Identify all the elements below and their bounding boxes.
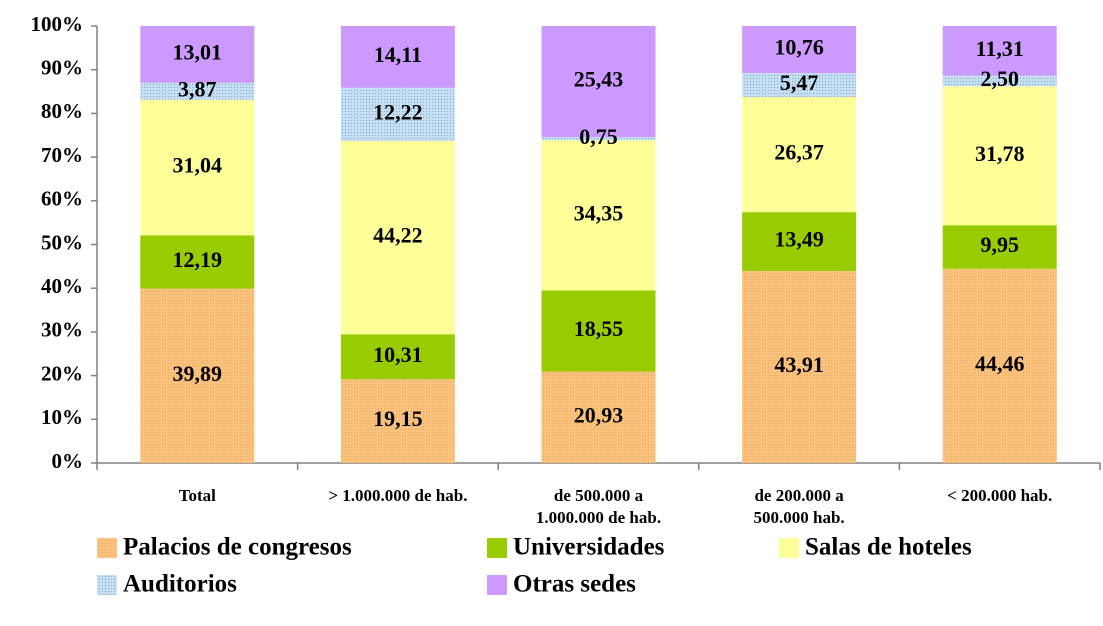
data-label: 44,46 [975, 351, 1025, 376]
y-tick-label: 10% [41, 405, 83, 429]
legend-label: Auditorios [123, 571, 237, 598]
data-label: 0,75 [579, 124, 618, 149]
y-tick-label: 20% [41, 361, 83, 385]
y-tick-label: 80% [41, 99, 83, 123]
bar-segment [942, 26, 1057, 76]
data-label: 12,19 [173, 247, 223, 272]
data-label: 39,89 [173, 361, 223, 386]
y-tick-label: 0% [52, 449, 84, 473]
y-tick-label: 70% [41, 143, 83, 167]
bar-segment [541, 137, 656, 141]
data-label: 2,50 [980, 66, 1019, 91]
bar-segment [942, 268, 1057, 463]
x-tick-label: de 500.000 a 1.000.000 de hab. [536, 486, 661, 527]
bar-segment [140, 26, 255, 83]
bar-segment [742, 96, 857, 213]
legend-label: Otras sedes [513, 571, 636, 598]
data-label: 26,37 [774, 140, 824, 165]
legend-swatch [487, 538, 507, 558]
bar-segment [541, 371, 656, 463]
bar-segment [340, 141, 455, 335]
bar-segment [942, 86, 1057, 226]
data-label: 9,95 [980, 232, 1019, 257]
data-label: 12,22 [373, 99, 423, 124]
data-label: 13,49 [774, 227, 824, 252]
bar-segment [140, 235, 255, 289]
legend-label: Palacios de congresos [123, 534, 352, 561]
bar-segment [541, 140, 656, 291]
data-label: 3,87 [178, 76, 217, 101]
bar-segment [340, 379, 455, 463]
legend-swatch [97, 575, 117, 595]
y-tick-label: 90% [41, 56, 83, 80]
data-label: 11,31 [976, 36, 1024, 61]
legend-label: Salas de hoteles [805, 534, 972, 561]
x-tick-label: < 200.000 hab. [947, 486, 1052, 505]
data-label: 34,35 [574, 200, 624, 225]
data-label: 5,47 [780, 70, 819, 95]
bar-segment [541, 25, 656, 138]
y-tick-label: 60% [41, 187, 83, 211]
data-label: 10,76 [774, 35, 824, 60]
bar-segment [942, 225, 1057, 269]
x-tick-label: de 200.000 a 500.000 hab. [754, 486, 845, 527]
bar-segment [742, 73, 857, 97]
bar-segment [742, 26, 857, 74]
bar-segment [340, 334, 455, 380]
data-label: 18,55 [574, 316, 624, 341]
legend-swatch [487, 575, 507, 595]
data-label: 44,22 [373, 223, 423, 248]
legend-swatch [97, 538, 117, 558]
x-tick-label: > 1.000.000 de hab. [328, 486, 467, 505]
bar-segment [140, 82, 255, 100]
bar-segment [942, 75, 1057, 87]
data-label: 31,78 [975, 141, 1025, 166]
y-tick-label: 100% [31, 12, 84, 36]
y-tick-label: 50% [41, 230, 83, 254]
y-tick-label: 30% [41, 318, 83, 342]
legend-swatch [779, 538, 799, 558]
y-tick-label: 40% [41, 274, 83, 298]
data-label: 10,31 [373, 342, 423, 367]
legend-label: Universidades [513, 534, 665, 561]
data-label: 14,11 [374, 42, 422, 67]
data-label: 25,43 [574, 67, 624, 92]
x-tick-label: Total [179, 486, 216, 505]
data-label: 19,15 [373, 406, 423, 431]
bar-segment [340, 87, 455, 142]
bar-segment [541, 290, 656, 372]
data-label: 31,04 [173, 153, 223, 178]
bar-segment [140, 288, 255, 463]
bar-segment [140, 99, 255, 236]
data-label: 43,91 [774, 352, 824, 377]
data-label: 20,93 [574, 402, 624, 427]
bar-segment [742, 271, 857, 463]
bar-segment [742, 212, 857, 272]
data-label: 13,01 [173, 39, 223, 64]
bar-segment [340, 25, 455, 88]
